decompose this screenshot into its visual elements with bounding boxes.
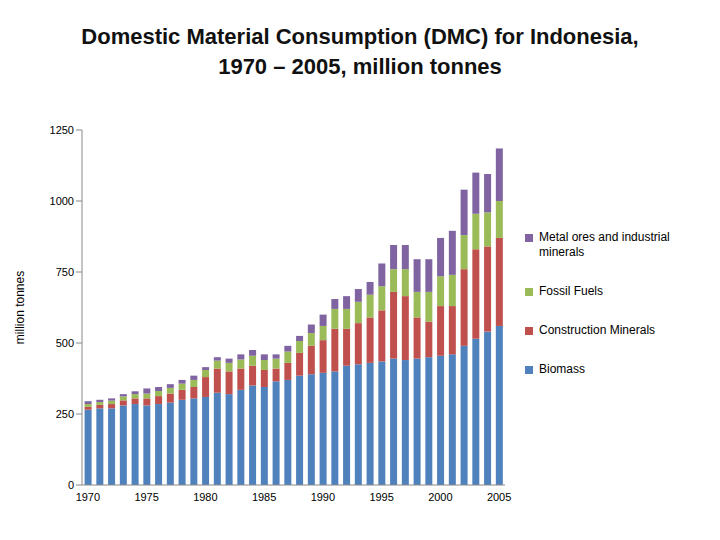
svg-text:750: 750 [56, 266, 74, 278]
svg-text:1985: 1985 [252, 491, 276, 503]
html-text:Fossil Fuels: Fossil Fuels [539, 284, 603, 298]
svg-text:1975: 1975 [134, 491, 158, 503]
svg-text:500: 500 [56, 337, 74, 349]
svg-text:1990: 1990 [311, 491, 335, 503]
svg-text:1970: 1970 [76, 491, 100, 503]
svg-text:1000: 1000 [50, 195, 74, 207]
svg-text:1250: 1250 [50, 124, 74, 136]
svg-text:0: 0 [68, 479, 74, 491]
html-text:Metal ores and industrial mine: Metal ores and industrial minerals [539, 230, 670, 259]
html-text:Construction Minerals: Construction Minerals [539, 323, 655, 337]
svg-text:million tonnes: million tonnes [13, 271, 27, 344]
html-text:Domestic Material Consumption: Domestic Material Consumption (DMC) for … [81, 24, 639, 79]
svg-text:1995: 1995 [369, 491, 393, 503]
html-text:Biomass: Biomass [539, 362, 585, 376]
svg-text:250: 250 [56, 408, 74, 420]
svg-text:2005: 2005 [487, 491, 511, 503]
svg-text:2000: 2000 [428, 491, 452, 503]
svg-text:1980: 1980 [193, 491, 217, 503]
